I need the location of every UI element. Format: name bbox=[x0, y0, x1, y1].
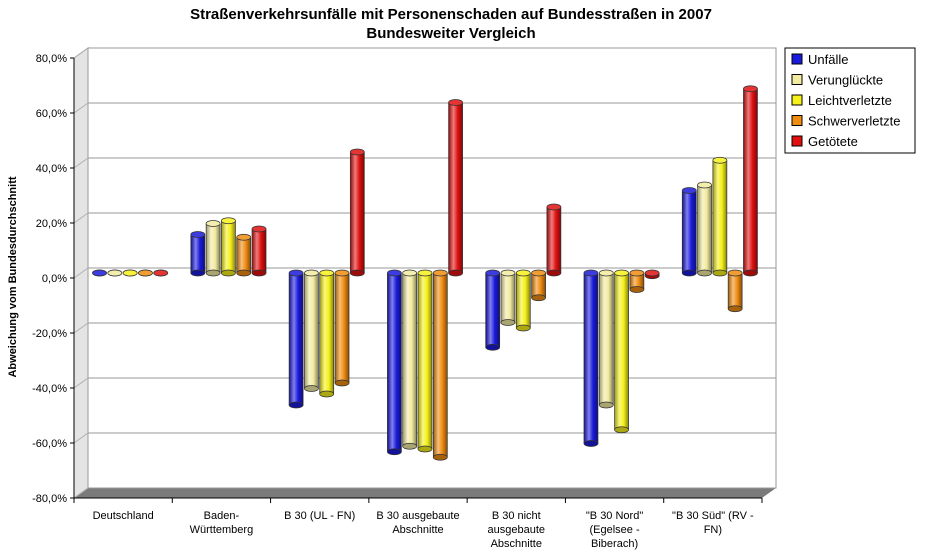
bar bbox=[334, 269, 350, 387]
bar bbox=[644, 269, 660, 280]
legend-item: Verunglückte bbox=[791, 73, 883, 88]
chart-title: Straßenverkehrsunfälle mit Personenschad… bbox=[190, 6, 712, 23]
y-tick-label: 0,0% bbox=[42, 273, 67, 285]
legend-label: Getötete bbox=[808, 134, 858, 149]
bar bbox=[697, 181, 712, 277]
grid-line-side bbox=[73, 212, 89, 224]
bar bbox=[448, 99, 463, 277]
bar bbox=[598, 269, 614, 409]
bar bbox=[712, 156, 728, 277]
bar bbox=[304, 269, 319, 392]
bar bbox=[190, 231, 206, 277]
legend-label: Schwerverletzte bbox=[808, 114, 900, 129]
grid-line-side bbox=[73, 377, 89, 389]
legend-swatch bbox=[791, 74, 803, 85]
legend-label: Verunglückte bbox=[808, 73, 883, 88]
legend-label: Leichtverletzte bbox=[808, 93, 892, 108]
grid-line-side bbox=[73, 267, 89, 279]
y-tick-label: -80,0% bbox=[32, 493, 67, 505]
y-tick-label: -60,0% bbox=[32, 438, 67, 450]
y-tick-labels: 80,0% 60,0% 40,0% 20,0% 0,0% -20,0% -40,0% -60,… bbox=[32, 53, 762, 505]
legend-swatch bbox=[791, 135, 803, 147]
bar bbox=[92, 269, 107, 277]
bar bbox=[727, 269, 743, 313]
y-axis-label: Abweichung vom Bundesdurchschnitt bbox=[7, 176, 19, 377]
bar bbox=[288, 269, 304, 409]
bar bbox=[629, 269, 645, 293]
x-tick-label: B 30 ausgebaute Abschnitte bbox=[376, 510, 459, 536]
y-tick-label: 20,0% bbox=[36, 218, 67, 230]
bar bbox=[432, 269, 448, 461]
legend-swatch bbox=[791, 115, 803, 126]
x-tick-label: B 30 nicht ausgebaute Abschnitte bbox=[488, 510, 546, 550]
grid-line-side bbox=[73, 487, 89, 499]
bar bbox=[107, 269, 123, 277]
bar bbox=[583, 269, 599, 447]
bar bbox=[500, 269, 516, 326]
y-tick-label: 80,0% bbox=[36, 53, 67, 65]
legend-label: Unfälle bbox=[808, 52, 848, 67]
bar bbox=[417, 269, 433, 453]
plot-floor bbox=[74, 488, 776, 498]
bar bbox=[236, 233, 252, 277]
legend-item: Unfälle bbox=[791, 52, 848, 67]
y-tick-label: -20,0% bbox=[32, 328, 67, 340]
x-tick-label: "B 30 Nord" (Egelsee -Biberach) bbox=[586, 510, 643, 550]
bar bbox=[743, 85, 758, 277]
bar bbox=[221, 217, 236, 277]
grid-line-side bbox=[73, 322, 89, 334]
bar bbox=[349, 148, 365, 277]
x-tick-label: "B 30 Süd" (RV -FN) bbox=[672, 510, 754, 536]
legend: Unfälle Verunglückte Leichtverletzte Schwer… bbox=[784, 47, 916, 154]
legend-swatch bbox=[791, 94, 803, 106]
legend-box bbox=[784, 47, 916, 154]
bar bbox=[681, 187, 697, 277]
legend-item: Leichtverletzte bbox=[791, 93, 892, 108]
bar bbox=[319, 269, 335, 398]
bar bbox=[546, 203, 562, 277]
legend-item: Getötete bbox=[791, 134, 858, 149]
chart-subtitle: Bundesweiter Vergleich bbox=[366, 25, 535, 42]
legend-swatch bbox=[791, 53, 803, 65]
x-tick-label: Baden-Württemberg bbox=[190, 510, 254, 536]
bar bbox=[251, 225, 267, 277]
bar bbox=[387, 269, 402, 456]
x-tick-label: B 30 (UL - FN) bbox=[284, 510, 355, 522]
grid-line-side bbox=[73, 47, 89, 59]
y-tick-label: -40,0% bbox=[32, 383, 67, 395]
grid-line-side bbox=[73, 432, 89, 444]
y-tick-label: 40,0% bbox=[36, 163, 67, 175]
grid-line-side bbox=[73, 157, 89, 169]
x-tick-label: Deutschland bbox=[93, 510, 154, 522]
bar bbox=[153, 269, 169, 277]
grid-line-side bbox=[73, 102, 89, 114]
x-tick-labels: Deutschland Baden-Württemberg B 30 (UL - F… bbox=[73, 498, 763, 550]
bar bbox=[138, 269, 153, 277]
bar bbox=[205, 220, 221, 277]
y-tick-label: 60,0% bbox=[36, 108, 67, 120]
legend-item: Schwerverletzte bbox=[791, 114, 900, 129]
bar bbox=[485, 269, 501, 351]
bar bbox=[531, 269, 546, 302]
bars bbox=[92, 85, 758, 461]
bar bbox=[515, 269, 531, 332]
bar bbox=[402, 269, 418, 450]
bar bbox=[614, 269, 629, 434]
bar bbox=[122, 269, 138, 277]
